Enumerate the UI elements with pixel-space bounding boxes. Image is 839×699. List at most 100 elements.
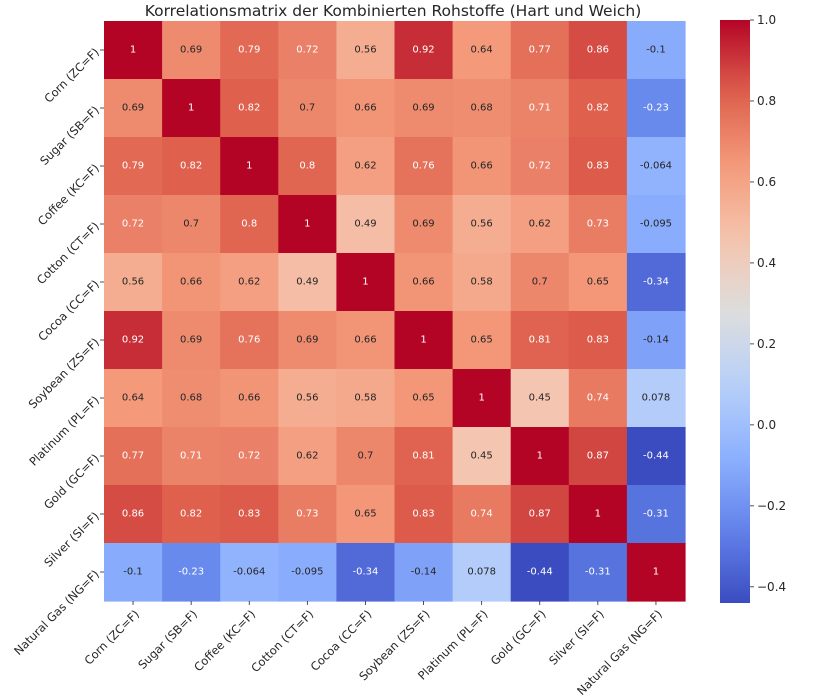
cell-value-label: 1 — [537, 451, 543, 462]
heatmap-cell-cocoa-sugar — [162, 253, 221, 312]
heatmap-cell-corn-cotton — [278, 21, 337, 80]
heatmap-cell-platinum-cocoa — [336, 369, 396, 428]
colorbar-tick-label: 1.0 — [757, 13, 776, 27]
cell-value-label: 0.79 — [122, 161, 144, 172]
cell-value-label: 0.8 — [299, 161, 315, 172]
cell-value-label: 0.86 — [122, 509, 144, 520]
heatmap-cell-cotton-sugar — [162, 195, 221, 254]
colorbar: 1.0 0.8 0.6 0.4 0.2 0.0 −0.2 −0.4 — [720, 13, 786, 603]
heatmap-cell-gold-silver — [568, 427, 628, 486]
cell-value-label: 0.68 — [180, 393, 202, 404]
cell-value-label: 0.45 — [471, 451, 493, 462]
heatmap-cell-cotton-coffee — [220, 195, 279, 254]
cell-value-label: -0.095 — [640, 219, 672, 230]
heatmap-cell-soybean-platinum — [452, 311, 512, 370]
heatmap-cell-cocoa-soybean — [394, 253, 454, 312]
cell-value-label: 0.66 — [354, 103, 376, 114]
cell-value-label: 0.74 — [471, 509, 493, 520]
cell-value-label: 0.45 — [529, 393, 551, 404]
heatmap-cell-platinum-platinum — [452, 369, 512, 428]
cell-value-label: 0.83 — [412, 509, 434, 520]
heatmap-cell-cocoa-platinum — [452, 253, 512, 312]
heatmap-cell-cotton-corn — [104, 195, 163, 254]
cell-value-label: 0.7 — [183, 219, 199, 230]
x-tick-label-gold: Gold (GC=F) — [488, 607, 549, 668]
heatmap-cell-sugar-sugar — [162, 79, 221, 138]
cell-value-label: 0.79 — [238, 45, 260, 56]
cell-value-label: 0.56 — [471, 219, 493, 230]
heatmap-cell-coffee-cotton — [278, 137, 337, 196]
cell-value-label: 0.82 — [180, 509, 202, 520]
heatmap-cell-cotton-natural-gas — [626, 195, 686, 254]
colorbar-tick-label: 0.6 — [757, 175, 776, 189]
heatmap-cell-sugar-platinum — [452, 79, 512, 138]
heatmap-cell-natural-gas-coffee — [220, 543, 279, 602]
cell-value-label: 0.83 — [587, 161, 609, 172]
cell-value-label: 0.7 — [299, 103, 315, 114]
heatmap-cell-silver-coffee — [220, 485, 279, 544]
cell-value-label: 0.81 — [529, 335, 551, 346]
heatmap-cell-natural-gas-gold — [510, 543, 570, 602]
heatmap-cell-sugar-silver — [568, 79, 628, 138]
cell-value-label: 0.56 — [296, 393, 318, 404]
cell-value-label: 0.62 — [354, 161, 376, 172]
x-tick-label-cotton: Cotton (CT=F) — [248, 607, 316, 675]
heatmap-cell-sugar-cocoa — [336, 79, 396, 138]
heatmap-cell-natural-gas-silver — [568, 543, 628, 602]
cell-value-label: 0.82 — [587, 103, 609, 114]
cell-value-label: 0.66 — [354, 335, 376, 346]
heatmap-cell-coffee-platinum — [452, 137, 512, 196]
cell-value-label: 1 — [246, 161, 252, 172]
heatmap-cell-natural-gas-cocoa — [336, 543, 396, 602]
cell-value-label: 0.71 — [180, 451, 202, 462]
cell-value-label: -0.44 — [643, 451, 669, 462]
heatmap-cell-corn-cocoa — [336, 21, 396, 80]
cell-value-label: 0.66 — [180, 277, 202, 288]
heatmap-cell-corn-platinum — [452, 21, 512, 80]
cell-value-label: -0.31 — [585, 567, 611, 578]
heatmap-cell-natural-gas-corn — [104, 543, 163, 602]
y-tick-label-cocoa: Cocoa (CC=F) — [35, 277, 102, 344]
heatmap-cell-coffee-sugar — [162, 137, 221, 196]
cell-value-label: 0.68 — [471, 103, 493, 114]
cell-value-label: 0.66 — [412, 277, 434, 288]
x-axis-ticks: Corn (ZC=F)Sugar (SB=F)Coffee (KC=F)Cott… — [81, 601, 665, 698]
heatmap-cell-sugar-coffee — [220, 79, 279, 138]
cell-value-label: 0.64 — [471, 45, 493, 56]
cell-value-label: 0.65 — [412, 393, 434, 404]
cell-value-label: -0.14 — [411, 567, 437, 578]
heatmap-cell-cocoa-silver — [568, 253, 628, 312]
cell-value-label: 0.58 — [471, 277, 493, 288]
cell-value-label: 0.62 — [238, 277, 260, 288]
heatmap-cell-sugar-natural-gas — [626, 79, 686, 138]
heatmap-cell-platinum-cotton — [278, 369, 337, 428]
cell-value-label: 0.82 — [238, 103, 260, 114]
heatmap-cell-soybean-soybean — [394, 311, 454, 370]
cell-value-label: 0.69 — [412, 103, 434, 114]
x-tick-label-sugar: Sugar (SB=F) — [135, 607, 200, 672]
heatmap-cell-cotton-gold — [510, 195, 570, 254]
cell-value-label: 0.77 — [529, 45, 551, 56]
heatmap-cell-natural-gas-sugar — [162, 543, 221, 602]
colorbar-tick-label: −0.4 — [757, 580, 786, 594]
cell-value-label: -0.23 — [643, 103, 669, 114]
cell-value-label: 0.49 — [296, 277, 318, 288]
heatmap-cell-sugar-cotton — [278, 79, 337, 138]
cell-value-label: 0.87 — [587, 451, 609, 462]
cell-value-label: 1 — [362, 277, 368, 288]
heatmap-cell-cotton-platinum — [452, 195, 512, 254]
heatmap-cell-labels: 1 0.69 0.79 0.72 0.56 0.92 0.64 0.77 0.86 -0.1 0.6… — [122, 45, 672, 578]
cell-value-label: 0.66 — [238, 393, 260, 404]
cell-value-label: 0.69 — [412, 219, 434, 230]
heatmap-cell-gold-sugar — [162, 427, 221, 486]
heatmap-cell-sugar-corn — [104, 79, 163, 138]
heatmap-cell-corn-silver — [568, 21, 628, 80]
heatmap-cell-silver-soybean — [394, 485, 454, 544]
heatmap-cell-gold-corn — [104, 427, 163, 486]
cell-value-label: 0.72 — [238, 451, 260, 462]
cell-value-label: 0.71 — [529, 103, 551, 114]
cell-value-label: 1 — [304, 219, 310, 230]
heatmap-cell-silver-natural-gas — [626, 485, 686, 544]
cell-value-label: 0.62 — [529, 219, 551, 230]
heatmap-cell-gold-soybean — [394, 427, 454, 486]
